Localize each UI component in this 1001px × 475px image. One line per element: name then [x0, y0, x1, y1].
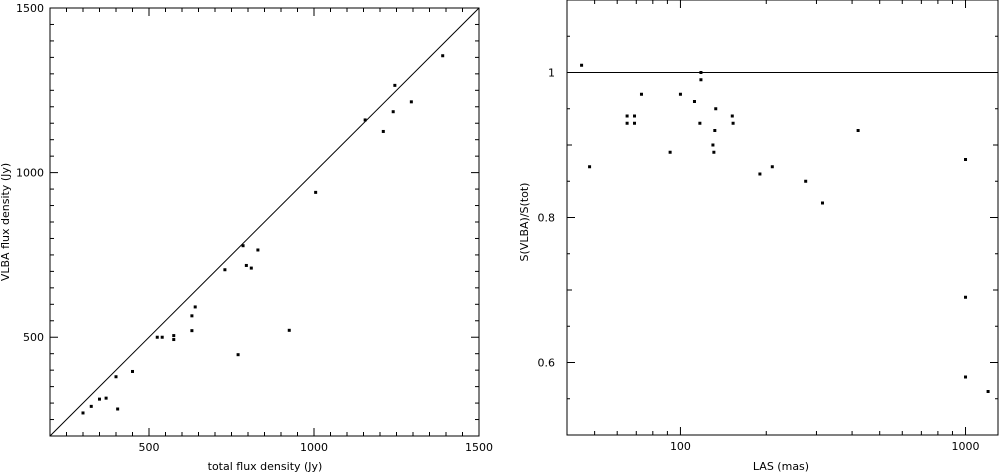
right-data-point	[758, 172, 762, 176]
left-identity-line	[49, 7, 480, 437]
left-data-point	[391, 110, 395, 114]
right-data-point	[625, 114, 629, 118]
right-x-tick-label: 1000	[952, 440, 980, 453]
right-data-point	[698, 121, 702, 125]
right-x-axis-label: LAS (mas)	[753, 460, 809, 473]
left-data-point	[104, 396, 108, 400]
right-data-point	[820, 201, 824, 205]
left-data-point	[223, 268, 227, 272]
right-data-point	[986, 390, 990, 393]
left-x-tick-label: 1000	[300, 441, 328, 454]
left-data-point	[287, 328, 291, 332]
right-data-point	[770, 165, 774, 169]
left-data-point	[155, 335, 159, 339]
left-data-point	[172, 338, 176, 342]
right-y-tick-label: 0.6	[538, 357, 556, 370]
left-scatter-panel: 500 1000 1500 500 1000 1500 total flux densit…	[0, 2, 493, 473]
right-data-points	[580, 63, 990, 393]
right-data-point	[699, 71, 703, 74]
right-y-tick-label: 1	[548, 67, 555, 80]
left-data-point	[116, 407, 120, 411]
right-tick-labels: 100 1000 0.6 0.8 1	[538, 67, 980, 454]
left-data-point	[131, 369, 134, 373]
left-data-point	[193, 305, 197, 309]
left-data-point	[160, 335, 164, 339]
right-data-point	[731, 121, 735, 125]
right-scatter-panel: 100 1000 0.6 0.8 1 LAS (mas) S(VLBA)/S(tot)	[518, 0, 999, 473]
right-data-point	[668, 150, 672, 154]
right-data-point	[678, 92, 682, 96]
left-data-point	[409, 100, 413, 104]
right-data-point	[713, 129, 717, 132]
right-data-point	[964, 295, 968, 299]
right-data-point	[580, 63, 584, 67]
left-x-tick-label: 1500	[465, 441, 493, 454]
left-data-points	[81, 54, 445, 415]
right-data-point	[633, 121, 637, 125]
right-y-tick-label: 0.8	[538, 212, 556, 225]
left-data-point	[441, 54, 445, 58]
left-data-point	[114, 375, 118, 379]
left-data-point	[81, 411, 85, 415]
right-data-point	[633, 114, 637, 118]
right-data-point	[964, 375, 968, 379]
right-data-point	[964, 158, 968, 161]
left-data-point	[190, 314, 194, 318]
left-data-point	[241, 244, 245, 248]
left-tick-labels: 500 1000 1500 500 1000 1500	[16, 2, 493, 454]
left-y-tick-label: 1500	[16, 2, 44, 15]
right-data-point	[711, 143, 715, 147]
left-y-tick-label: 1000	[16, 167, 44, 180]
left-x-tick-label: 500	[139, 441, 160, 454]
left-data-point	[363, 118, 367, 122]
right-data-point	[588, 165, 592, 169]
right-data-point	[856, 129, 860, 132]
right-plot-frame	[566, 0, 999, 436]
right-data-point	[712, 150, 716, 154]
left-data-point	[381, 129, 385, 133]
right-data-point	[699, 78, 703, 82]
right-axis-ticks	[566, 0, 998, 436]
left-data-point	[244, 263, 248, 267]
left-data-point	[89, 404, 93, 408]
left-data-point	[256, 248, 260, 252]
left-data-point	[98, 397, 101, 401]
left-data-point	[172, 334, 176, 338]
left-data-point	[190, 329, 194, 333]
left-x-axis-label: total flux density (Jy)	[208, 460, 323, 473]
right-data-point	[804, 179, 808, 183]
left-data-point	[249, 266, 253, 270]
left-y-axis-label: VLBA flux density (Jy)	[0, 163, 12, 281]
right-data-point	[625, 121, 629, 125]
right-data-point	[692, 100, 696, 103]
left-data-point	[393, 83, 397, 87]
right-y-axis-label: S(VLBA)/S(tot)	[518, 183, 531, 262]
right-x-tick-label: 100	[670, 440, 691, 453]
left-data-point	[314, 190, 318, 194]
left-y-tick-label: 500	[23, 331, 44, 344]
left-axis-ticks	[49, 7, 480, 437]
left-data-point	[236, 353, 240, 357]
right-data-point	[714, 107, 718, 111]
right-data-point	[639, 92, 643, 96]
right-data-point	[730, 114, 734, 118]
